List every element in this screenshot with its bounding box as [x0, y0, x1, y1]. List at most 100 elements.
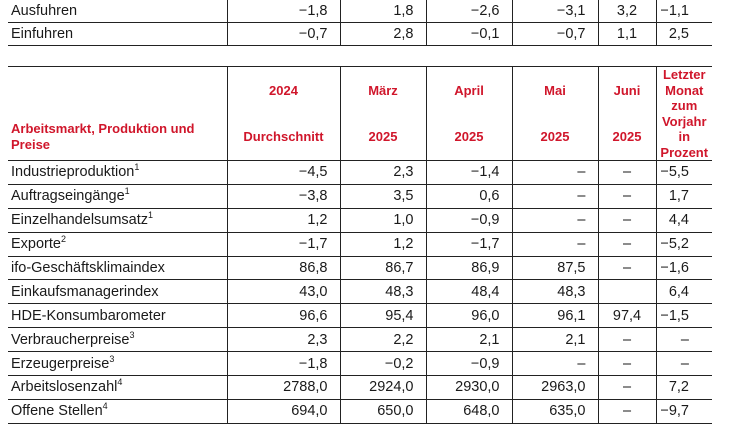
- trade-table: Ausfuhren −1,8 1,8 −2,6 −3,1 3,2 −1,1 Ei…: [8, 0, 712, 46]
- value-cell: −0,7: [226, 22, 340, 46]
- value-cell: −5,2: [655, 232, 712, 257]
- value-cell: 6,4: [655, 279, 712, 305]
- value-cell: 1,2: [339, 232, 426, 257]
- header-row-period: 2024 März April Mai Juni Letzter Monat z…: [8, 66, 712, 161]
- header-maerz: März: [339, 66, 426, 114]
- section-label: Arbeitsmarkt, Produktion und Preise: [11, 120, 195, 152]
- value-cell: –: [597, 256, 656, 281]
- value-cell: 2,1: [511, 327, 598, 353]
- value-cell: 87,5: [511, 256, 598, 281]
- row-label: Arbeitslosenzahl4: [8, 375, 227, 400]
- value-cell: –: [511, 160, 598, 185]
- value-cell: 1,2: [226, 208, 340, 233]
- row-label-text: HDE-Konsumbarometer: [11, 307, 166, 324]
- value-cell: −5,5: [655, 160, 712, 185]
- value-cell: –: [511, 232, 598, 257]
- value-cell: −0,7: [511, 22, 598, 46]
- value-cell: 86,9: [425, 256, 512, 281]
- value-cell: 95,4: [339, 303, 426, 329]
- value-cell: 635,0: [511, 399, 598, 424]
- header-april: April: [425, 66, 512, 114]
- value-cell: −3,8: [226, 184, 340, 209]
- value-cell: −4,5: [226, 160, 340, 185]
- footnote-marker: 1: [134, 162, 140, 173]
- value-cell: 48,3: [511, 279, 598, 305]
- value-cell: –: [597, 327, 656, 353]
- table-row: ifo-Geschäftsklimaindex 86,8 86,7 86,9 87,5–…: [8, 256, 712, 281]
- row-label-text: ifo-Geschäftsklimaindex: [11, 260, 165, 276]
- value-cell: –: [511, 351, 598, 377]
- value-cell: 2,3: [226, 327, 340, 353]
- value-cell: 3,2: [597, 0, 656, 23]
- header-year: 2025: [339, 113, 426, 161]
- table-row: Exporte2 −1,7 1,2 −1,7– – −5,2: [8, 232, 712, 257]
- footnote-marker: 3: [129, 329, 135, 340]
- value-cell: 2,2: [339, 327, 426, 353]
- value-cell: 96,1: [511, 303, 598, 329]
- value-cell: −1,8: [226, 0, 340, 23]
- header-year: 2025: [425, 113, 512, 161]
- table-row: HDE-Konsumbarometer 96,6 95,4 96,0 96,1 97,4−…: [8, 303, 712, 329]
- value-cell: 2963,0: [511, 375, 598, 400]
- value-cell: −3,1: [511, 0, 598, 23]
- value-cell: 1,0: [339, 208, 426, 233]
- table-row: Offene Stellen4 694,0 650,0 648,0 635,0– −9,7: [8, 399, 712, 424]
- value-cell: 48,3: [339, 279, 426, 305]
- row-label: Einfuhren: [8, 22, 227, 46]
- footnote-marker: 4: [102, 401, 108, 412]
- value-cell: 1,7: [655, 184, 712, 209]
- table-row: Arbeitslosenzahl4 2788,0 2924,0 2930,0 2963,…: [8, 375, 712, 400]
- header-row-detail: Arbeitsmarkt, Produktion und Preise Durc…: [8, 113, 712, 161]
- value-cell: −1,8: [226, 351, 340, 377]
- value-cell: 2,1: [425, 327, 512, 353]
- row-label: Verbraucherpreise3: [8, 327, 227, 353]
- row-label-text: Exporte: [11, 236, 61, 253]
- row-label: Industrieproduktion1: [8, 160, 227, 185]
- value-cell: −1,5: [655, 303, 712, 329]
- header-yoy: Letzter Monat zum Vorjahr in Prozent: [655, 66, 712, 161]
- value-cell: −1,4: [425, 160, 512, 185]
- row-label: Exporte2: [8, 232, 227, 257]
- row-label-text: Arbeitslosenzahl: [11, 379, 118, 396]
- header-mai: Mai: [511, 66, 598, 114]
- footnote-marker: 1: [124, 186, 130, 197]
- value-cell: 2,8: [339, 22, 426, 46]
- row-label-text: Erzeugerpreise: [11, 355, 110, 372]
- row-label-text: Offene Stellen: [11, 403, 103, 420]
- footnote-marker: 2: [60, 234, 66, 245]
- row-label: HDE-Konsumbarometer: [8, 303, 227, 329]
- value-cell: –: [655, 351, 712, 377]
- value-cell: –: [511, 184, 598, 209]
- value-cell: 0,6: [425, 184, 512, 209]
- row-label: Erzeugerpreise3: [8, 351, 227, 377]
- table-row: Industrieproduktion1 −4,5 2,3 −1,4– – −5,5: [8, 160, 712, 185]
- table-row-ausfuhren: Ausfuhren −1,8 1,8 −2,6 −3,1 3,2 −1,1: [8, 0, 712, 23]
- table-row: Verbraucherpreise3 2,3 2,2 2,1 2,1– –: [8, 327, 712, 353]
- value-cell: −0,9: [425, 351, 512, 377]
- row-label: Einkaufsmanagerindex: [8, 279, 227, 305]
- value-cell: [597, 279, 656, 305]
- row-label-text: Industrieproduktion: [11, 164, 135, 181]
- value-cell: 2,5: [655, 22, 712, 46]
- value-cell: –: [655, 327, 712, 353]
- table-row: Erzeugerpreise3 −1,8 −0,2 −0,9– – –: [8, 351, 712, 377]
- value-cell: 86,8: [226, 256, 340, 281]
- value-cell: –: [511, 208, 598, 233]
- value-cell: 2,3: [339, 160, 426, 185]
- value-cell: 1,8: [339, 0, 426, 23]
- row-label: ifo-Geschäftsklimaindex: [8, 256, 227, 281]
- value-cell: 648,0: [425, 399, 512, 424]
- value-cell: 96,0: [425, 303, 512, 329]
- row-label-text: Auftragseingänge: [11, 188, 125, 205]
- value-cell: 96,6: [226, 303, 340, 329]
- footnote-marker: 4: [117, 377, 123, 388]
- value-cell: 1,1: [597, 22, 656, 46]
- value-cell: –: [597, 184, 656, 209]
- value-cell: −0,2: [339, 351, 426, 377]
- value-cell: −1,6: [655, 256, 712, 281]
- value-cell: 48,4: [425, 279, 512, 305]
- header-2024: 2024: [226, 66, 340, 114]
- value-cell: –: [597, 399, 656, 424]
- table-row-einfuhren: Einfuhren −0,7 2,8 −0,1 −0,7 1,1 2,5: [8, 22, 712, 46]
- value-cell: −1,1: [655, 0, 712, 23]
